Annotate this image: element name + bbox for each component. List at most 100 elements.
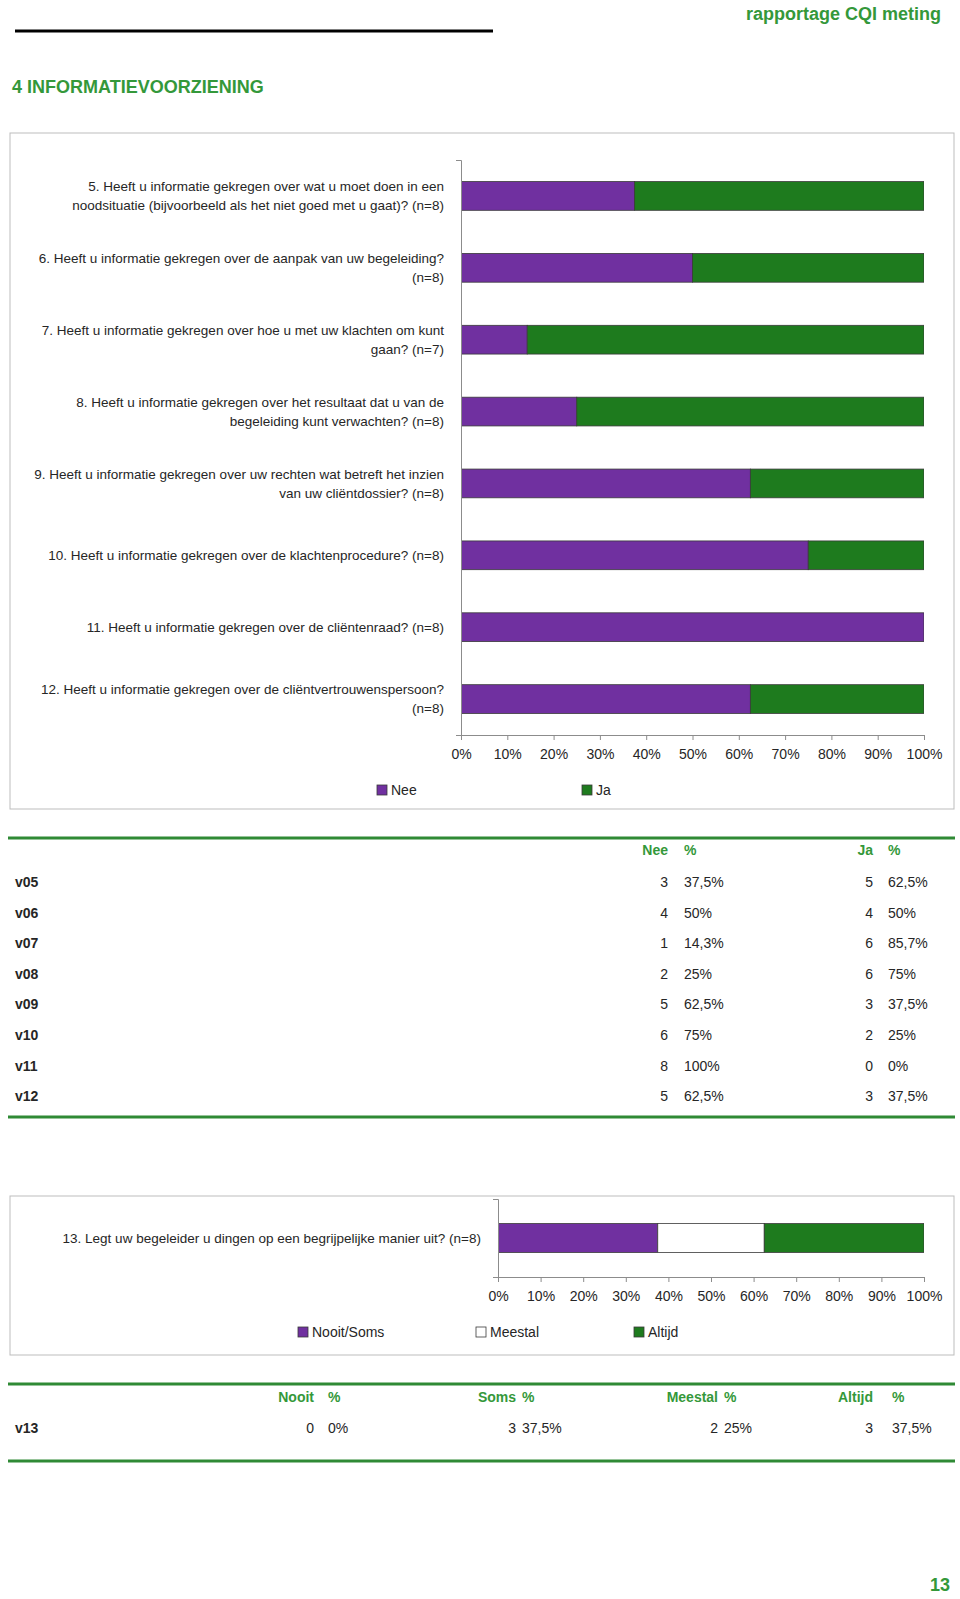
value-tick-label: 90% (868, 1288, 896, 1304)
value-tick: 0% (451, 735, 471, 762)
value-tick-label: 40% (655, 1288, 683, 1304)
value-axis: 0%10%20%30%40%50%60%70%80%90%100% (488, 1277, 942, 1304)
value-tick: 40% (655, 1277, 683, 1304)
table-cell: 25% (888, 1027, 916, 1043)
table-cell: 8 (660, 1058, 668, 1074)
value-tick-mark (541, 1277, 542, 1282)
legend-label: Altijd (648, 1324, 678, 1340)
value-tick: 80% (825, 1277, 853, 1304)
value-tick-mark (668, 1277, 669, 1282)
bar-segment (693, 253, 925, 282)
bar-segment (924, 613, 925, 642)
label-line: 11. Heeft u informatie gekregen over de … (87, 620, 444, 635)
label-line: 7. Heeft u informatie gekregen over hoe … (42, 323, 444, 338)
table-row-label: v09 (15, 996, 39, 1012)
label-line: noodsituatie (bijvoorbeeld als het niet … (72, 198, 444, 213)
table-header: % (522, 1389, 535, 1405)
table-rule (8, 1383, 955, 1386)
value-tick-mark (711, 1277, 712, 1282)
table-cell: 25% (684, 966, 712, 982)
table-rule (8, 1460, 955, 1463)
value-tick: 60% (740, 1277, 768, 1304)
legend-swatch (298, 1327, 308, 1337)
legend-label: Meestal (490, 1324, 539, 1340)
value-tick-label: 80% (818, 746, 846, 762)
value-tick: 30% (612, 1277, 640, 1304)
page-svg: rapportage CQI meting4 INFORMATIEVOORZIE… (0, 0, 960, 1599)
value-tick: 30% (586, 735, 614, 762)
value-tick: 90% (864, 735, 892, 762)
table-cell: 5 (660, 1088, 668, 1104)
label-line: gaan? (n=7) (371, 342, 444, 357)
bar-segment (577, 397, 924, 426)
label-line: 13. Legt uw begeleider u dingen op een b… (63, 1231, 481, 1246)
value-tick-label: 10% (527, 1288, 555, 1304)
chart-frame (10, 133, 954, 809)
category-axis-line (493, 1200, 499, 1278)
value-tick: 80% (818, 735, 846, 762)
category-tick: 10. Heeft u informatie gekregen over de … (48, 548, 461, 563)
category-axis: 5. Heeft u informatie gekregen over wat … (34, 161, 461, 736)
legend: Nooit/SomsMeestalAltijd (298, 1324, 678, 1340)
value-tick-label: 30% (612, 1288, 640, 1304)
value-tick-label: 0% (488, 1288, 508, 1304)
table-header: % (328, 1389, 341, 1405)
value-tick-mark (881, 1277, 882, 1282)
table-cell: 3 (865, 1088, 873, 1104)
label-line: 5. Heeft u informatie gekregen over wat … (88, 179, 444, 194)
category-tick: 6. Heeft u informatie gekregen over de a… (39, 251, 461, 285)
table-cell: 4 (660, 905, 668, 921)
category-label: 8. Heeft u informatie gekregen over het … (76, 395, 444, 429)
table-cell: 37,5% (522, 1420, 562, 1436)
page: rapportage CQI meting4 INFORMATIEVOORZIE… (0, 0, 960, 1599)
value-tick-label: 80% (825, 1288, 853, 1304)
category-label: 13. Legt uw begeleider u dingen op een b… (63, 1231, 481, 1246)
value-tick-mark (554, 735, 555, 740)
table-cell: 3 (660, 874, 668, 890)
table-header: % (684, 842, 697, 858)
value-tick-label: 90% (864, 746, 892, 762)
legend-swatch (476, 1327, 486, 1337)
bar-segment (461, 541, 808, 570)
table-header: Soms (478, 1389, 516, 1405)
table-cell: 6 (660, 1027, 668, 1043)
table-cell: 37,5% (888, 996, 928, 1012)
value-tick: 0% (488, 1277, 508, 1304)
table-row-label: v13 (15, 1420, 39, 1436)
table-cell: 25% (724, 1420, 752, 1436)
table-cell: 0% (328, 1420, 348, 1436)
bar-segment (658, 1224, 765, 1253)
category-tick: 9. Heeft u informatie gekregen over uw r… (34, 467, 461, 501)
table-header: % (724, 1389, 737, 1405)
table-cell: 0 (306, 1420, 314, 1436)
table-cell: 5 (660, 996, 668, 1012)
table-header: Nee (642, 842, 668, 858)
table-header: Altijd (838, 1389, 873, 1405)
value-axis-line (462, 736, 925, 741)
label-line: (n=8) (412, 701, 444, 716)
value-tick-mark (754, 1277, 755, 1282)
value-tick-label: 40% (633, 746, 661, 762)
value-tick-label: 50% (697, 1288, 725, 1304)
bar-segment (498, 1224, 658, 1253)
bar-segment (461, 182, 635, 211)
category-label: 9. Heeft u informatie gekregen over uw r… (34, 467, 444, 501)
value-tick: 50% (679, 735, 707, 762)
table-cell: 85,7% (888, 935, 928, 951)
chart-frame (10, 1196, 954, 1355)
bar-segment (750, 469, 924, 498)
category-tick: 7. Heeft u informatie gekregen over hoe … (42, 323, 461, 357)
table-cell: 62,5% (684, 996, 724, 1012)
value-tick-label: 30% (586, 746, 614, 762)
category-label: 11. Heeft u informatie gekregen over de … (87, 620, 444, 635)
table-row-label: v12 (15, 1088, 39, 1104)
table-cell: 0 (865, 1058, 873, 1074)
table-rule (8, 1116, 955, 1119)
value-tick-mark (924, 735, 925, 740)
table-header: % (892, 1389, 905, 1405)
value-tick: 100% (907, 1277, 943, 1304)
value-tick: 70% (783, 1277, 811, 1304)
table-cell: 37,5% (888, 1088, 928, 1104)
table-cell: 5 (865, 874, 873, 890)
label-line: 12. Heeft u informatie gekregen over de … (41, 682, 444, 697)
